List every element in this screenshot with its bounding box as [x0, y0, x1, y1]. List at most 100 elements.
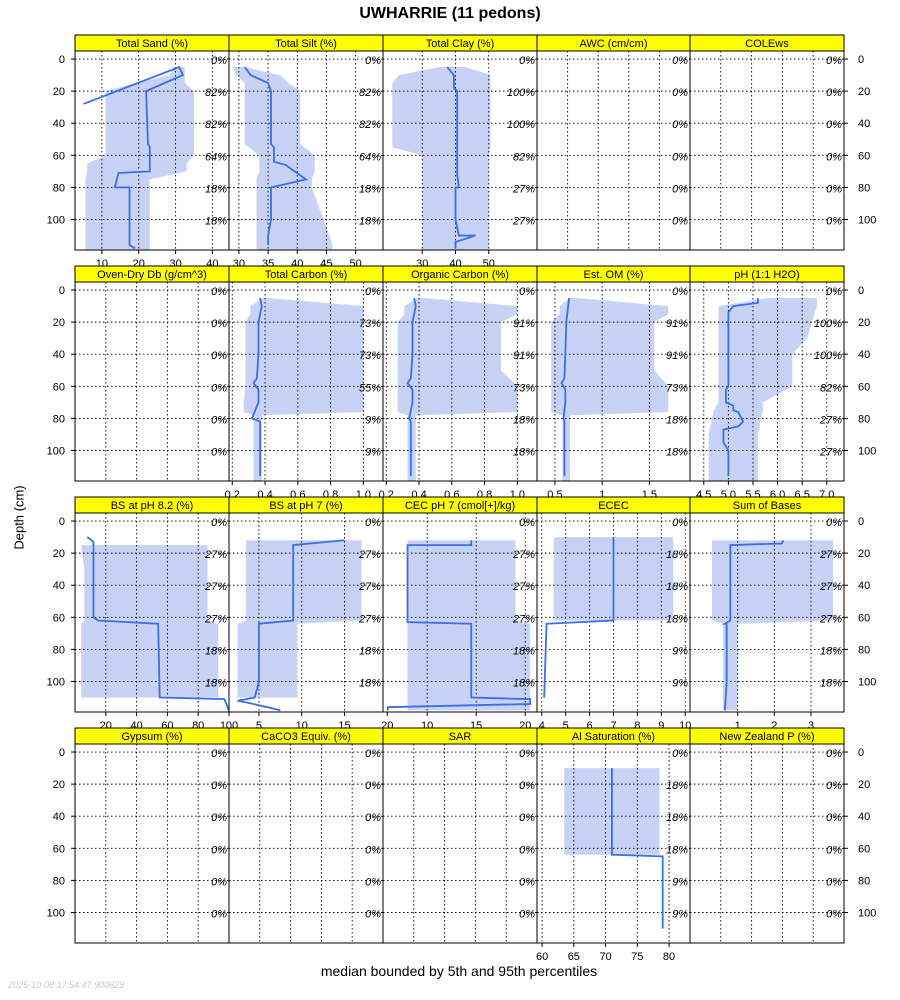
pct-label: 27%: [512, 549, 535, 561]
median-line: [86, 536, 229, 711]
panel-plot-area: [537, 744, 690, 943]
pct-label: 18%: [513, 447, 535, 459]
panel: pH (1:1 H2O)0%100%100%82%27%27%4.5 5.0 5.5…: [689, 265, 876, 501]
timestamp-footnote: 2025-10-08 17:54:47.900629: [8, 980, 125, 990]
y-tick-label: 80: [53, 182, 65, 194]
panel-frame: [689, 50, 845, 251]
x-tick-label: 8: [634, 720, 640, 732]
panel-strip-label: Sum of Bases: [733, 500, 802, 512]
panel: Est. OM (%)0%91%91%73%18%18%0.5 1 1.5: [536, 265, 691, 501]
panel-strip-label: Est. OM (%): [584, 269, 644, 281]
pct-label: 0%: [211, 286, 227, 298]
percentile-band: [237, 540, 362, 698]
median-line: [387, 540, 532, 711]
y-tick-label: 80: [53, 644, 65, 656]
y-tick-label: 100: [47, 677, 65, 689]
pct-label: 0%: [211, 844, 227, 856]
pct-label: 0%: [826, 517, 842, 529]
percentile-band: [708, 298, 817, 481]
pct-label: 27%: [819, 549, 842, 561]
pct-label: 0%: [672, 748, 688, 760]
percentile-band: [397, 298, 518, 481]
x-tick-label: 80: [663, 951, 675, 963]
pct-label: 0%: [211, 350, 227, 362]
panel: Organic Carbon (%)0%91%91%73%18%18%0.2 0.…: [379, 265, 538, 501]
panel-plot-area: [383, 51, 537, 250]
pct-label: 18%: [820, 678, 842, 690]
panel: SAR 0% 0% 0% 0% 0% 0%: [382, 727, 538, 944]
y-tick-label: 80: [858, 875, 870, 887]
pct-label: 18%: [666, 780, 688, 792]
panel-plot-area: [690, 744, 844, 943]
pct-label: 0%: [365, 780, 381, 792]
y-tick-label: 80: [53, 875, 65, 887]
y-tick-label: 60: [53, 612, 65, 624]
y-tick-label: 0: [59, 747, 65, 759]
panel-strip-label: SAR: [449, 731, 472, 743]
pct-label: 0%: [211, 447, 227, 459]
panel: Gypsum (%) 0% 0% 0% 0% 0% 0% 0 20 40 60 80 100: [47, 727, 230, 944]
median-line: [543, 537, 615, 698]
panel-plot-area: [75, 282, 229, 481]
pct-label: 91%: [666, 350, 688, 362]
pct-label: 27%: [358, 549, 381, 561]
pct-label: 55%: [359, 382, 381, 394]
pct-label: 27%: [512, 216, 535, 228]
y-tick-label: 100: [47, 215, 65, 227]
x-tick-label: 2: [771, 720, 777, 732]
pct-label: 0%: [211, 876, 227, 888]
panel: CEC pH 7 (cmol[+]/kg)0%27%27%27%18%18%10…: [382, 496, 538, 732]
x-tick-label: 6: [587, 720, 593, 732]
pct-label: 73%: [666, 382, 688, 394]
y-tick-label: 60: [53, 150, 65, 162]
panel-plot-area: [383, 282, 537, 481]
y-tick-label: 0: [858, 54, 864, 66]
pct-label: 0%: [826, 812, 842, 824]
x-tick-label: 65: [568, 951, 580, 963]
pct-label: 27%: [512, 613, 535, 625]
panel-frame: [228, 743, 384, 944]
panel-plot-area: [75, 744, 229, 943]
y-tick-label: 0: [858, 516, 864, 528]
x-tick-label: 3: [808, 720, 814, 732]
x-tick-label: 1: [735, 720, 741, 732]
percentile-band: [712, 540, 833, 711]
y-tick-label: 80: [858, 644, 870, 656]
pct-label: 0%: [826, 286, 842, 298]
pct-label: 0%: [826, 183, 842, 195]
pct-label: 18%: [359, 678, 381, 690]
panel-plot-area: [75, 513, 229, 712]
pct-label: 0%: [211, 414, 227, 426]
pct-label: 0%: [211, 780, 227, 792]
pct-label: 82%: [513, 151, 535, 163]
pct-label: 18%: [359, 183, 381, 195]
panel-plot-area: [229, 513, 383, 712]
pct-label: 0%: [211, 382, 227, 394]
pct-label: 0%: [211, 812, 227, 824]
median-line: [406, 297, 417, 477]
pct-label: 0%: [826, 844, 842, 856]
pct-label: 0%: [826, 55, 842, 67]
pct-label: 0%: [211, 318, 227, 330]
x-tick-label: 9: [658, 720, 664, 732]
panel-strip-label: pH (1:1 H2O): [734, 269, 799, 281]
y-tick-label: 20: [858, 548, 870, 560]
pct-label: 82%: [359, 119, 381, 131]
pct-label: 9%: [672, 645, 688, 657]
pct-label: 0%: [519, 780, 535, 792]
panel-strip-label: Total Clay (%): [426, 38, 494, 50]
panel-plot-area: [75, 51, 229, 250]
median-line: [721, 539, 785, 711]
pct-label: 0%: [672, 216, 688, 228]
pct-label: 27%: [204, 581, 227, 593]
y-tick-label: 20: [858, 779, 870, 791]
pct-label: 0%: [826, 119, 842, 131]
pct-label: 0%: [672, 119, 688, 131]
pct-label: 0%: [672, 286, 688, 298]
percentile-band: [85, 67, 194, 250]
pct-label: 18%: [666, 414, 688, 426]
panel-frame: [689, 281, 845, 482]
pct-label: 27%: [358, 613, 381, 625]
panel: AWC (cm/cm) 0% 0% 0% 0% 0% 0%: [536, 34, 691, 251]
panel: Total Sand (%)0%82%82%64%18%18%10 20 30 400…: [47, 34, 230, 270]
